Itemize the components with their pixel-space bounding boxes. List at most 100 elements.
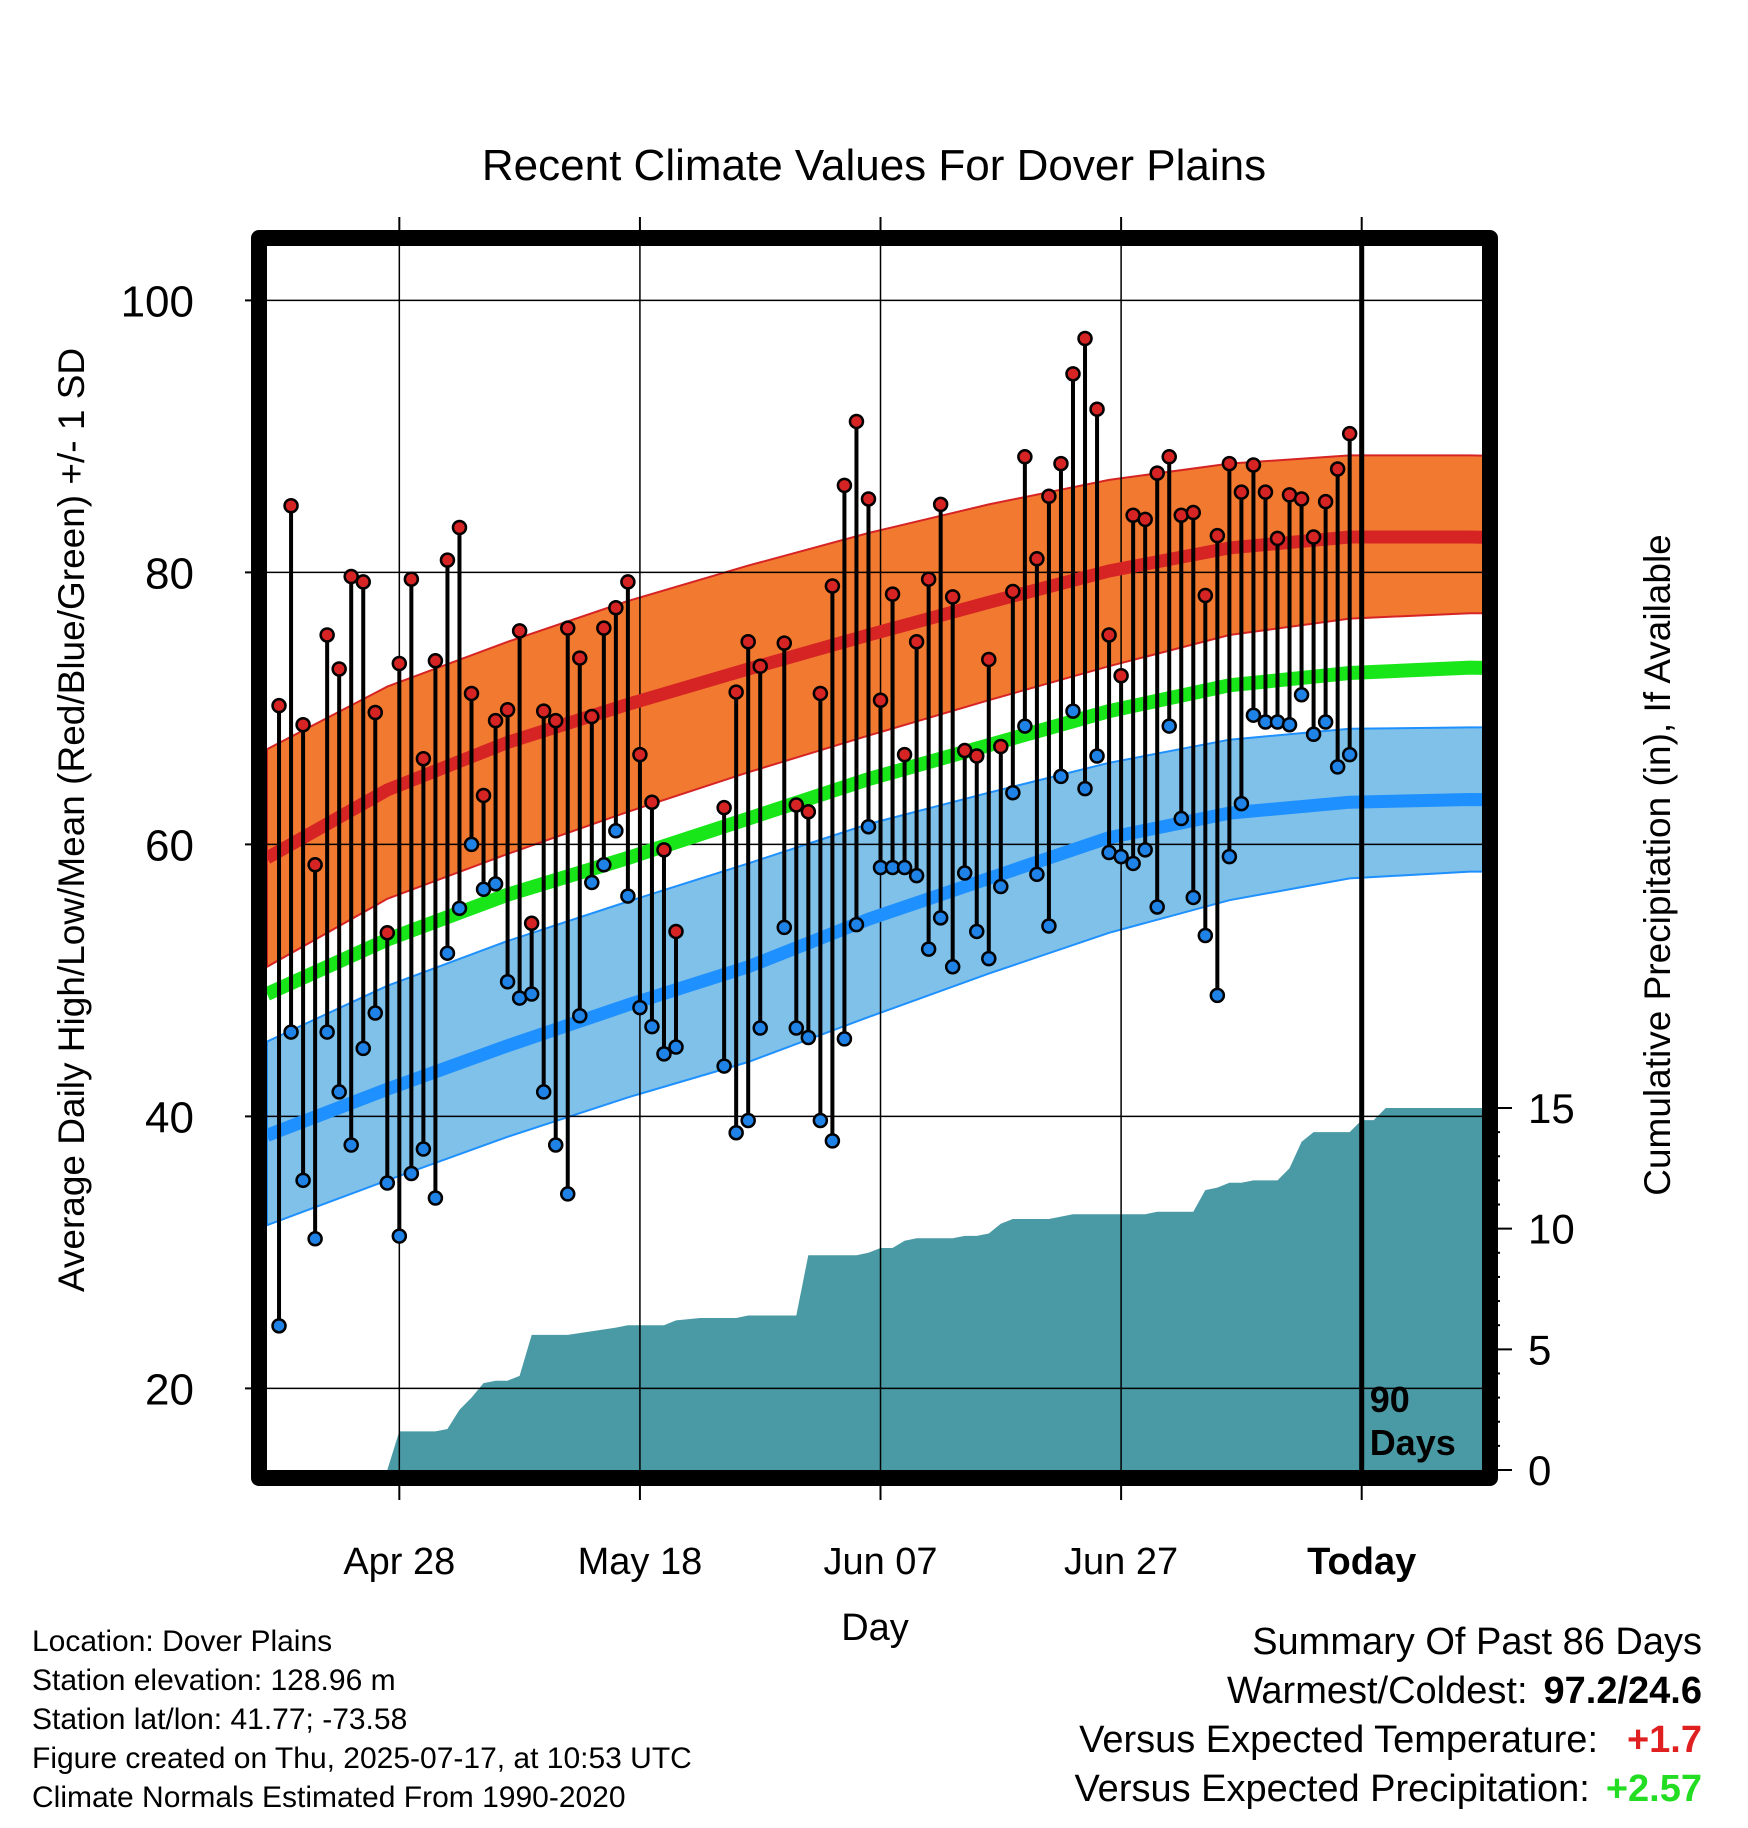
daily-high-point [511, 623, 528, 639]
daily-high-point [896, 746, 913, 763]
daily-low-point [596, 857, 612, 873]
temp-anomaly-value: +1.7 [1626, 1719, 1702, 1761]
daily-high-point [1065, 366, 1081, 382]
daily-high-point [993, 738, 1009, 755]
plot-inner [267, 0, 1482, 1470]
daily-low-point [1161, 718, 1177, 734]
daily-low-point [451, 900, 468, 917]
daily-low-point [836, 1031, 853, 1047]
created-text: Figure created on Thu, 2025-07-17, at 10… [32, 1742, 692, 1775]
today-marker-days-label: Days [1370, 1422, 1456, 1463]
daily-high-point [1415, 0, 1428, 7]
daily-high-point [1089, 401, 1105, 417]
daily-low-point [1317, 714, 1334, 730]
daily-high-point [283, 498, 299, 514]
daily-low-point [1125, 855, 1141, 872]
daily-high-point [644, 794, 660, 810]
daily-low-point [1065, 703, 1081, 719]
daily-low-point [403, 1165, 420, 1182]
daily-high-point [824, 578, 841, 594]
temp-anomaly-label: Versus Expected Temperature: [1079, 1719, 1598, 1761]
daily-high-point [788, 797, 805, 813]
daily-high-point [981, 651, 997, 668]
daily-low-point [343, 1137, 359, 1153]
daily-low-point [1463, 0, 1476, 7]
daily-high-point [752, 658, 768, 674]
daily-high-point [1053, 455, 1069, 472]
y-tick-label: 80 [145, 549, 194, 598]
daily-high-point [740, 634, 756, 650]
daily-low-point [1053, 768, 1069, 785]
daily-high-point [559, 620, 576, 636]
daily-low-point [752, 1020, 768, 1036]
daily-high-point [1403, 0, 1416, 7]
daily-low-point [427, 1190, 444, 1206]
daily-high-point [331, 661, 347, 677]
daily-high-point [1221, 455, 1238, 472]
daily-low-point [295, 1172, 311, 1189]
precip-anomaly-row: Versus Expected Precipitation: +2.57 [1074, 1765, 1702, 1814]
daily-low-point [1233, 795, 1250, 812]
y2-tick-label: 10 [1528, 1206, 1575, 1253]
daily-high-point [1137, 511, 1153, 528]
daily-high-point [848, 413, 865, 430]
daily-high-point [403, 571, 420, 587]
daily-low-point [355, 1040, 371, 1057]
cumulative-precip-area [387, 1108, 1482, 1470]
daily-high-point [572, 650, 588, 666]
daily-low-point [920, 941, 937, 957]
daily-high-point [1029, 551, 1045, 567]
daily-low-point [499, 974, 516, 990]
elevation-text: Station elevation: 128.96 m [32, 1664, 396, 1697]
daily-low-point [644, 1018, 660, 1035]
daily-high-point [523, 915, 540, 932]
daily-low-point [572, 1008, 588, 1024]
daily-low-point [559, 1186, 576, 1202]
daily-high-point [860, 491, 877, 507]
daily-low-point [740, 1112, 756, 1129]
daily-low-point [608, 823, 624, 839]
daily-low-point [800, 1029, 817, 1046]
daily-low-point [523, 986, 540, 1002]
y-axis-ticks: 20 40 60 80 100 [121, 277, 259, 1414]
daily-low-point [367, 1005, 384, 1021]
daily-high-point [1427, 0, 1440, 7]
y-tick-label: 100 [121, 277, 194, 326]
daily-high-point [884, 586, 901, 602]
daily-high-point [427, 653, 444, 669]
daily-high-point [391, 655, 408, 672]
daily-low-point [944, 959, 961, 975]
daily-low-point [1041, 918, 1057, 934]
daily-high-point [1197, 587, 1214, 604]
daily-low-point [283, 1024, 299, 1040]
precip-anomaly-value: +2.57 [1605, 1768, 1702, 1810]
daily-low-point [1403, 0, 1416, 7]
daily-low-point [993, 878, 1009, 895]
daily-high-point [1367, 0, 1380, 7]
daily-high-point [716, 799, 732, 816]
x-tick-label: Apr 28 [343, 1541, 455, 1583]
daily-high-point [944, 589, 961, 605]
location-text: Location: Dover Plains [32, 1625, 333, 1658]
y2-axis-label: Cumulative Precipitation (in), If Availa… [1637, 534, 1678, 1196]
daily-high-point [463, 685, 480, 702]
y-tick-label: 20 [145, 1365, 194, 1414]
daily-high-point [1161, 449, 1177, 465]
y-tick-label: 40 [145, 1093, 194, 1142]
daily-low-point [908, 867, 925, 884]
chart-title: Recent Climate Values For Dover Plains [482, 141, 1266, 190]
daily-low-point [728, 1124, 744, 1141]
daily-low-point [1367, 0, 1380, 7]
daily-low-point [1149, 899, 1165, 915]
daily-low-point [379, 1175, 396, 1191]
daily-high-point [1463, 0, 1476, 7]
daily-high-point [800, 804, 817, 820]
daily-low-point [848, 916, 865, 933]
daily-low-point [932, 910, 949, 926]
daily-high-point [812, 685, 829, 702]
daily-high-point [547, 712, 564, 729]
daily-low-point [331, 1084, 347, 1100]
daily-low-point [319, 1024, 335, 1040]
daily-low-point [1305, 726, 1322, 742]
